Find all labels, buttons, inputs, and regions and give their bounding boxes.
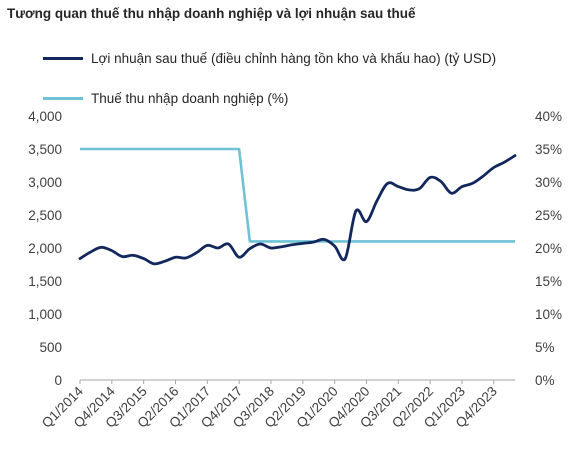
y-left-tick-label: 500 [39, 340, 62, 355]
series-line-profit [78, 154, 517, 266]
legend-item-tax: Thuế thu nhập doanh nghiệp (%) [43, 88, 288, 108]
y-right-tick-label: 15% [535, 274, 562, 289]
chart-title: Tương quan thuế thu nhập doanh nghiệp và… [7, 6, 416, 21]
y-right-tick-label: 0% [535, 373, 555, 388]
series-line-tax [80, 147, 515, 243]
y-left-tick-label: 3,000 [28, 175, 62, 190]
legend-item-profit: Lợi nhuận sau thuế (điều chỉnh hàng tồn … [43, 48, 496, 68]
y-left-tick-label: 0 [54, 373, 62, 388]
y-right-tick-label: 20% [535, 241, 562, 256]
y-right-tick-label: 30% [535, 175, 562, 190]
legend-swatch-tax [43, 96, 83, 100]
y-left-tick-label: 2,000 [28, 241, 62, 256]
y-left-tick-label: 1,000 [28, 307, 62, 322]
y-right-tick-label: 10% [535, 307, 562, 322]
y-left-tick-label: 2,500 [28, 208, 62, 223]
legend-label-tax: Thuế thu nhập doanh nghiệp (%) [91, 90, 289, 106]
y-right-tick-label: 40% [535, 109, 562, 124]
legend-swatch-profit [43, 56, 83, 60]
y-left-tick-label: 4,000 [28, 109, 62, 124]
y-left-tick-label: 1,500 [28, 274, 62, 289]
y-right-tick-label: 5% [535, 340, 555, 355]
legend-label-profit: Lợi nhuận sau thuế (điều chỉnh hàng tồn … [91, 50, 497, 66]
y-right-tick-label: 35% [535, 142, 562, 157]
y-left-tick-label: 3,500 [28, 142, 62, 157]
y-right-tick-label: 25% [535, 208, 562, 223]
